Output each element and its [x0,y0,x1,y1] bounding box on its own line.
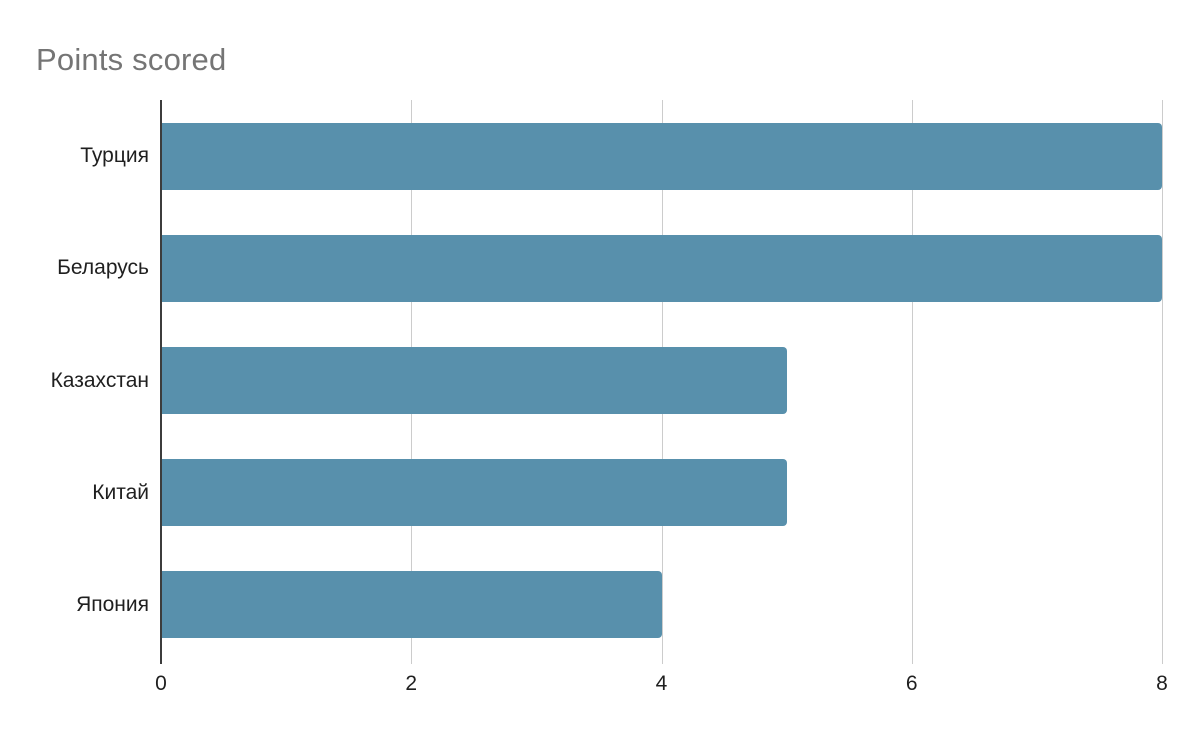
bar-Китай[interactable] [162,459,787,527]
bar-Беларусь[interactable] [162,234,1162,302]
category-label-Китай: Китай [92,480,149,504]
y-axis-baseline [160,100,162,664]
x-tick-label: 8 [1156,672,1168,695]
category-label-Казахстан: Казахстан [50,368,149,392]
chart-title: Points scored [36,42,227,77]
bar-Турция[interactable] [162,122,1162,190]
category-label-Япония: Япония [76,592,149,616]
gridline [1162,100,1163,664]
x-tick-label: 6 [905,672,918,695]
category-label-Турция: Турция [80,144,149,168]
x-tick-label: 4 [655,672,668,695]
x-tick-label: 2 [405,672,418,695]
gridline [911,100,913,664]
bar-Япония[interactable] [162,571,662,639]
bar-Казахстан[interactable] [162,347,787,414]
category-label-Беларусь: Беларусь [57,256,149,280]
x-tick-label: 0 [155,672,167,695]
